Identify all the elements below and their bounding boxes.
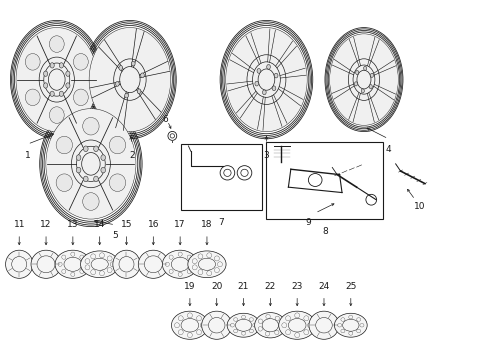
Ellipse shape xyxy=(115,81,119,86)
Text: 12: 12 xyxy=(41,220,52,229)
Text: 24: 24 xyxy=(318,282,329,291)
Bar xyxy=(181,144,261,211)
Ellipse shape xyxy=(43,83,48,88)
Text: 25: 25 xyxy=(345,282,356,291)
Ellipse shape xyxy=(354,82,357,86)
Text: 5: 5 xyxy=(112,231,118,240)
Text: 23: 23 xyxy=(291,282,302,291)
Text: 6: 6 xyxy=(162,116,167,125)
Ellipse shape xyxy=(83,176,88,182)
Ellipse shape xyxy=(162,250,198,278)
Ellipse shape xyxy=(83,146,88,152)
Bar xyxy=(266,142,383,220)
Ellipse shape xyxy=(43,71,48,76)
Ellipse shape xyxy=(94,176,98,182)
Text: 4: 4 xyxy=(385,145,390,154)
Ellipse shape xyxy=(138,250,168,278)
Ellipse shape xyxy=(113,250,140,278)
Ellipse shape xyxy=(76,155,81,161)
Ellipse shape xyxy=(25,89,40,105)
Ellipse shape xyxy=(81,251,119,278)
Ellipse shape xyxy=(254,81,258,86)
Ellipse shape xyxy=(131,61,135,66)
Ellipse shape xyxy=(50,91,54,96)
Ellipse shape xyxy=(25,54,40,70)
Ellipse shape xyxy=(109,136,125,154)
Text: 19: 19 xyxy=(184,282,195,291)
Text: 8: 8 xyxy=(322,227,327,236)
Ellipse shape xyxy=(137,89,141,94)
Text: 21: 21 xyxy=(237,282,249,291)
Ellipse shape xyxy=(56,174,72,192)
Ellipse shape xyxy=(124,93,128,98)
Ellipse shape xyxy=(225,27,306,132)
Ellipse shape xyxy=(119,66,122,70)
Ellipse shape xyxy=(89,27,170,132)
Text: 3: 3 xyxy=(263,150,269,159)
Ellipse shape xyxy=(66,71,70,76)
Ellipse shape xyxy=(272,86,275,91)
Text: 17: 17 xyxy=(174,220,185,229)
Ellipse shape xyxy=(76,167,81,173)
Ellipse shape xyxy=(59,91,63,96)
Text: 20: 20 xyxy=(211,282,222,291)
Ellipse shape xyxy=(73,54,88,70)
Ellipse shape xyxy=(56,136,72,154)
Ellipse shape xyxy=(369,73,373,77)
Text: 14: 14 xyxy=(94,220,105,229)
Ellipse shape xyxy=(59,63,63,68)
Ellipse shape xyxy=(49,36,64,52)
Ellipse shape xyxy=(50,63,54,68)
Ellipse shape xyxy=(278,311,315,339)
Ellipse shape xyxy=(361,89,364,93)
Ellipse shape xyxy=(31,250,61,278)
Text: 11: 11 xyxy=(14,220,25,229)
Ellipse shape xyxy=(334,313,366,337)
Ellipse shape xyxy=(329,34,398,125)
Ellipse shape xyxy=(201,311,231,339)
Ellipse shape xyxy=(49,107,64,123)
Text: 22: 22 xyxy=(264,282,275,291)
Ellipse shape xyxy=(363,66,366,70)
Ellipse shape xyxy=(368,85,371,89)
Ellipse shape xyxy=(274,73,277,78)
Ellipse shape xyxy=(66,83,70,88)
Ellipse shape xyxy=(94,146,98,152)
Ellipse shape xyxy=(101,155,105,161)
Ellipse shape xyxy=(140,73,144,78)
Ellipse shape xyxy=(101,167,105,173)
Ellipse shape xyxy=(109,174,125,192)
Text: 9: 9 xyxy=(305,218,310,227)
Ellipse shape xyxy=(16,27,97,132)
Ellipse shape xyxy=(355,71,358,75)
Ellipse shape xyxy=(73,89,88,105)
Ellipse shape xyxy=(5,250,33,278)
Text: 18: 18 xyxy=(201,220,212,229)
Ellipse shape xyxy=(308,311,338,339)
Text: 2: 2 xyxy=(129,150,135,159)
Text: 15: 15 xyxy=(121,220,132,229)
Ellipse shape xyxy=(187,251,225,278)
Ellipse shape xyxy=(171,311,208,339)
Ellipse shape xyxy=(46,109,136,219)
Text: 7: 7 xyxy=(218,219,224,228)
Ellipse shape xyxy=(262,90,265,95)
Text: 10: 10 xyxy=(413,202,425,211)
Ellipse shape xyxy=(82,193,99,210)
Text: 16: 16 xyxy=(147,220,159,229)
Ellipse shape xyxy=(227,313,260,337)
Ellipse shape xyxy=(82,117,99,135)
Text: 13: 13 xyxy=(67,220,79,229)
Ellipse shape xyxy=(257,68,260,73)
Text: 1: 1 xyxy=(24,150,30,159)
Ellipse shape xyxy=(254,312,285,338)
Ellipse shape xyxy=(266,64,270,69)
Ellipse shape xyxy=(55,250,90,278)
